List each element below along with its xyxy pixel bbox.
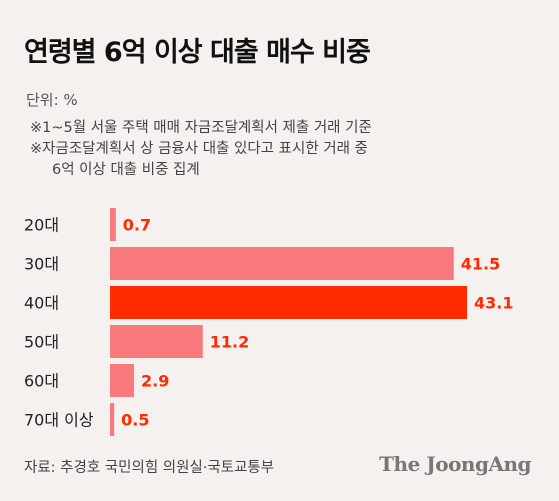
category-label: 50대 bbox=[24, 333, 59, 352]
bar-60대 bbox=[110, 364, 135, 397]
note-line-2: ※자금조달계획서 상 금융사 대출 있다고 표시한 거래 중 bbox=[30, 141, 368, 157]
category-label: 20대 bbox=[24, 216, 59, 235]
bar-chart: 20대 0.7 30대 41.5 40대 43.1 50대 11.2 60대 2.9 70대 이상 0… bbox=[24, 208, 513, 436]
value-label: 0.7 bbox=[123, 216, 151, 235]
source-text: 자료: 추경호 국민의힘 의원실·국토교통부 bbox=[24, 460, 275, 476]
bar-20대 bbox=[110, 208, 116, 241]
value-label: 0.5 bbox=[121, 411, 149, 430]
value-label: 41.5 bbox=[461, 255, 500, 274]
value-label: 11.2 bbox=[210, 333, 249, 352]
bar-30대 bbox=[110, 247, 454, 280]
value-label: 43.1 bbox=[474, 294, 513, 313]
bar-70대 이상 bbox=[110, 403, 115, 436]
bar-40대 bbox=[110, 286, 467, 319]
chart-title: 연령별 6억 이상 대출 매수 비중 bbox=[24, 37, 371, 68]
category-label: 60대 bbox=[24, 372, 59, 391]
bar-50대 bbox=[110, 325, 203, 358]
brand-logo: The JoongAng bbox=[379, 452, 531, 476]
unit-label: 단위: % bbox=[26, 91, 78, 109]
category-label: 70대 이상 bbox=[24, 411, 94, 430]
value-label: 2.9 bbox=[141, 372, 169, 391]
note-line-3: 6억 이상 대출 비중 집계 bbox=[52, 162, 200, 178]
note-line-1: ※1~5월 서울 주택 매매 자금조달계획서 제출 거래 기준 bbox=[30, 120, 372, 136]
category-label: 40대 bbox=[24, 294, 59, 313]
category-label: 30대 bbox=[24, 255, 59, 274]
notes: ※1~5월 서울 주택 매매 자금조달계획서 제출 거래 기준 ※자금조달계획서… bbox=[30, 118, 530, 181]
